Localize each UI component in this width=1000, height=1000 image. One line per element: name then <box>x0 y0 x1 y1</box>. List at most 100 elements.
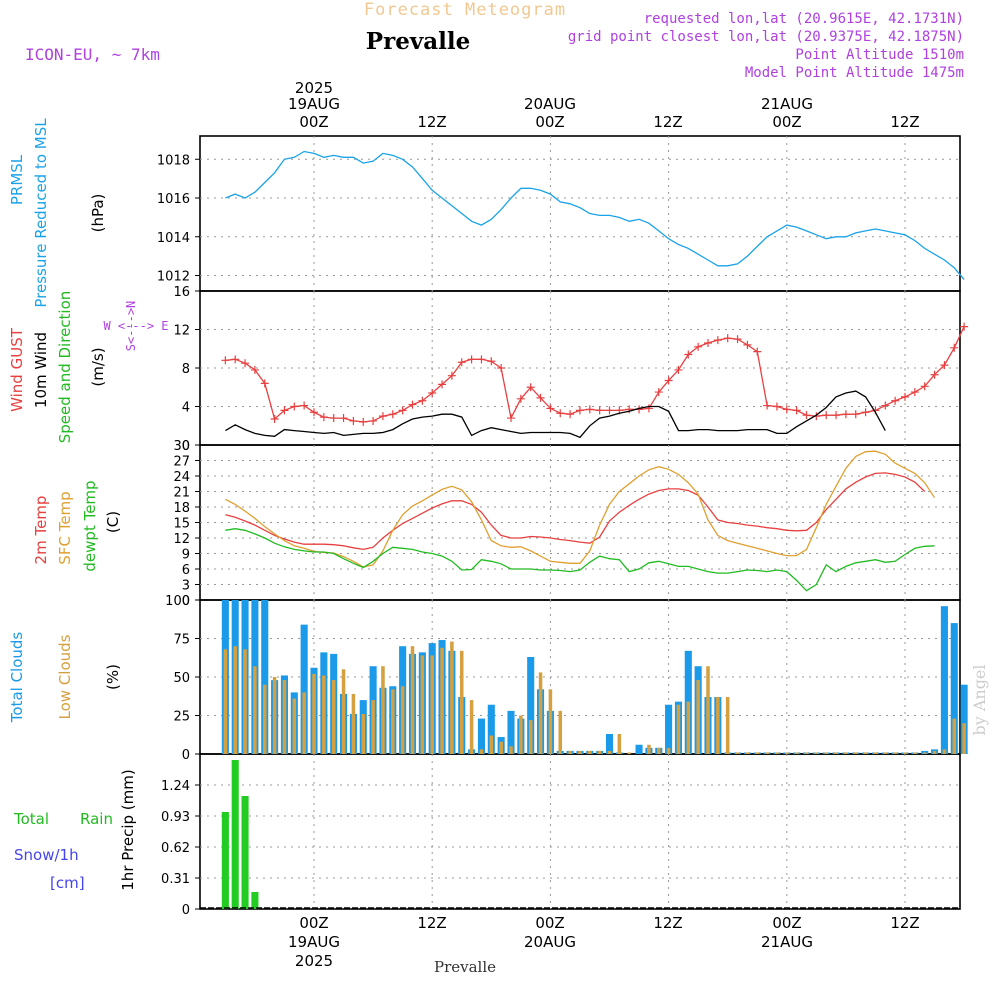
low-cloud-bar-2 <box>243 649 247 754</box>
low-cloud-bar-58 <box>794 752 799 754</box>
precip-ytick-label-1: 0.31 <box>161 872 190 887</box>
credit-watermark: by Angel <box>970 664 989 735</box>
gust-point-0 <box>221 356 230 365</box>
pressure-ytick-label-1: 1014 <box>157 231 190 246</box>
gust-point-18 <box>398 406 407 415</box>
low-cloud-bar-3 <box>253 666 257 754</box>
chart-marks <box>200 150 969 909</box>
bottom-tick-2: 12Z <box>417 914 446 932</box>
rain-bar-3 <box>251 892 259 909</box>
low-cloud-bar-27 <box>489 735 494 754</box>
gust-point-63 <box>841 410 850 419</box>
low-cloud-bar-53 <box>745 752 750 754</box>
top-year: 2025 <box>295 79 333 97</box>
precip-ytick-label-2: 0.62 <box>161 841 190 856</box>
wind-labels: Wind GUST 10m Wind Speed and Direction (… <box>8 291 169 444</box>
gust-point-71 <box>920 382 929 391</box>
gust-point-72 <box>930 370 939 379</box>
low-cloud-bar-65 <box>863 752 868 754</box>
precip-labels: Total Rain Snow/1h [cm] 1hr Precip (mm) <box>13 769 137 892</box>
gust-point-4 <box>260 379 269 388</box>
low-cloud-bar-60 <box>814 752 819 754</box>
total-cloud-bar-4 <box>261 600 269 754</box>
gust-point-49 <box>704 338 712 347</box>
total-cloud-bar-31 <box>527 656 535 754</box>
low-cloud-bar-13 <box>351 693 356 754</box>
temp-unit-label: (C) <box>104 511 122 533</box>
gust-point-11 <box>329 414 338 423</box>
total-cloud-bar-71 <box>921 750 929 754</box>
low-cloud-bar-64 <box>853 752 858 754</box>
prmsl-label: PRMSL <box>8 154 26 205</box>
gust-point-46 <box>674 365 683 374</box>
low-cloud-bar-68 <box>893 752 897 754</box>
bottom-date-1: 19AUG <box>288 933 340 951</box>
gust-point-41 <box>625 405 634 414</box>
precip-axis-label: 1hr Precip (mm) <box>119 769 137 890</box>
bottom-tick-6: 12Z <box>890 914 919 932</box>
bottom-year: 2025 <box>295 952 333 970</box>
gust-point-9 <box>310 408 318 417</box>
gust-point-10 <box>319 413 328 422</box>
low-cloud-bar-46 <box>676 704 681 754</box>
t2m-label: 2m Temp <box>32 496 50 565</box>
gust-point-28 <box>497 364 506 372</box>
top-date-2: 20AUG <box>524 95 576 113</box>
bottom-tick-4: 12Z <box>653 914 682 932</box>
wind-ytick-label-0: 0 <box>182 439 190 454</box>
wind-dir-label: Speed and Direction <box>56 291 74 444</box>
top-tick-3: 00Z <box>535 113 564 131</box>
low-cloud-bar-0 <box>223 649 228 754</box>
gust-point-48 <box>694 342 703 351</box>
clouds-ytick-label-2: 50 <box>173 671 190 686</box>
low-cloud-bar-69 <box>903 752 907 754</box>
bottom-tick-3: 00Z <box>535 914 564 932</box>
temperature-ytick-label-1: 3 <box>182 579 190 594</box>
low-cloud-bar-19 <box>410 646 415 754</box>
gust-point-53 <box>743 340 752 349</box>
low-cloud-bar-59 <box>804 752 809 754</box>
total-cloud-bar-74 <box>950 623 958 754</box>
clouds-ytick-label-4: 100 <box>165 594 190 609</box>
gust-point-39 <box>605 406 614 415</box>
low-cloud-bar-47 <box>686 701 691 754</box>
gust-point-64 <box>851 410 860 419</box>
gust-point-35 <box>566 410 575 419</box>
low-cloud-bar-72 <box>932 750 937 754</box>
dewpt-label: dewpt Temp <box>81 480 99 571</box>
gust-point-32 <box>536 393 545 402</box>
low-cloud-bar-12 <box>341 669 346 754</box>
low-cloud-bar-31 <box>528 720 533 754</box>
gust-point-16 <box>378 412 387 421</box>
total-cloud-bar-29 <box>507 710 515 754</box>
gust-point-24 <box>457 358 466 367</box>
gust-point-50 <box>713 336 722 345</box>
low-cloud-bar-38 <box>597 750 602 754</box>
pressure-labels: PRMSL Pressure Reduced to MSL (hPa) <box>8 118 107 308</box>
low-cloud-bar-56 <box>775 752 779 754</box>
gust-point-61 <box>822 411 831 420</box>
snow-label: Snow/1h <box>14 846 79 864</box>
pressure-unit-label: (hPa) <box>89 194 107 233</box>
gust-point-65 <box>861 408 870 417</box>
wind-unit-label: (m/s) <box>89 347 107 386</box>
temperature-series-0 <box>225 472 926 551</box>
low-cloud-bar-11 <box>331 680 336 754</box>
gust-point-34 <box>556 409 565 418</box>
top-time-axis: 2025 19AUG 00Z 12Z 20AUG 00Z 12Z 21AUG 0… <box>288 79 920 131</box>
gust-point-25 <box>467 355 476 364</box>
top-tick-6: 12Z <box>890 113 919 131</box>
low-cloud-bar-23 <box>450 641 454 754</box>
grid-lines <box>200 136 960 909</box>
low-cloud-bar-66 <box>873 752 878 754</box>
top-date-1: 19AUG <box>288 95 340 113</box>
gust-point-52 <box>733 335 742 344</box>
low-cloud-bar-48 <box>696 680 700 754</box>
low-cloud-bar-55 <box>765 752 769 754</box>
low-cloud-bar-67 <box>883 752 888 754</box>
gust-point-70 <box>910 388 919 397</box>
clouds-ytick-label-1: 25 <box>173 710 190 725</box>
total-cloud-bar-45 <box>665 704 673 754</box>
low-cloud-bar-41 <box>627 752 631 754</box>
rain-bar-0 <box>221 812 229 909</box>
